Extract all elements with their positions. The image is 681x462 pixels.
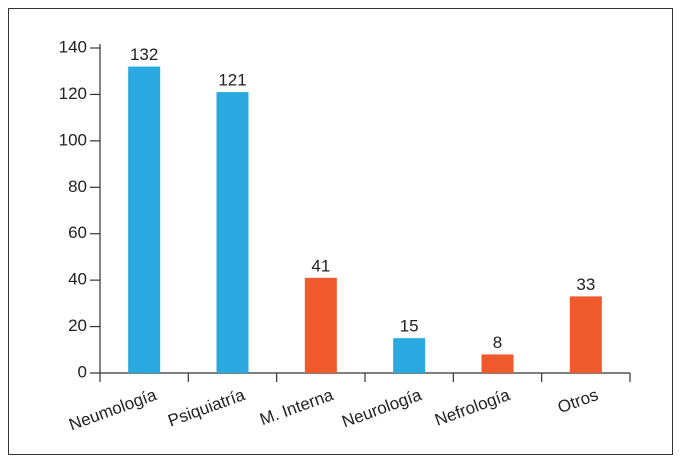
bar bbox=[128, 66, 161, 374]
bar bbox=[481, 354, 514, 373]
frame bbox=[8, 8, 673, 455]
y-tick-label: 80 bbox=[68, 177, 87, 196]
y-tick-label: 20 bbox=[68, 316, 87, 335]
value-label: 132 bbox=[130, 45, 158, 64]
x-tick-label: Psiquiatría bbox=[165, 385, 247, 431]
bar bbox=[569, 296, 602, 373]
x-tick-label: M. Interna bbox=[257, 385, 336, 429]
value-label: 8 bbox=[493, 333, 502, 352]
value-label: 33 bbox=[576, 275, 595, 294]
bar bbox=[216, 92, 249, 373]
bar bbox=[304, 277, 337, 373]
x-tick-label: Otros bbox=[555, 385, 601, 417]
bar bbox=[393, 338, 426, 373]
value-label: 121 bbox=[218, 71, 246, 90]
y-tick-label: 140 bbox=[59, 37, 87, 56]
value-label: 15 bbox=[400, 317, 419, 336]
y-tick-label: 120 bbox=[59, 84, 87, 103]
y-tick-label: 0 bbox=[78, 362, 87, 381]
y-tick-label: 100 bbox=[59, 130, 87, 149]
x-tick-label: Neumología bbox=[66, 385, 159, 434]
x-tick-label: Neurología bbox=[339, 385, 424, 431]
y-tick-label: 60 bbox=[68, 223, 87, 242]
y-tick-label: 40 bbox=[68, 270, 87, 289]
x-tick-label: Nefrología bbox=[432, 385, 513, 430]
value-label: 41 bbox=[311, 256, 330, 275]
